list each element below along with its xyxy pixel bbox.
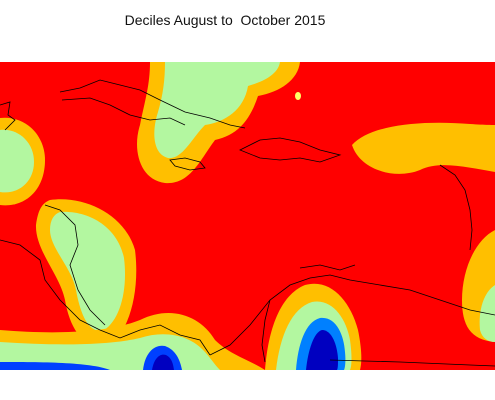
decile-regions: [0, 62, 495, 370]
map-title: Deciles August to October 2015: [124, 12, 326, 28]
coastlines: [0, 79, 495, 367]
